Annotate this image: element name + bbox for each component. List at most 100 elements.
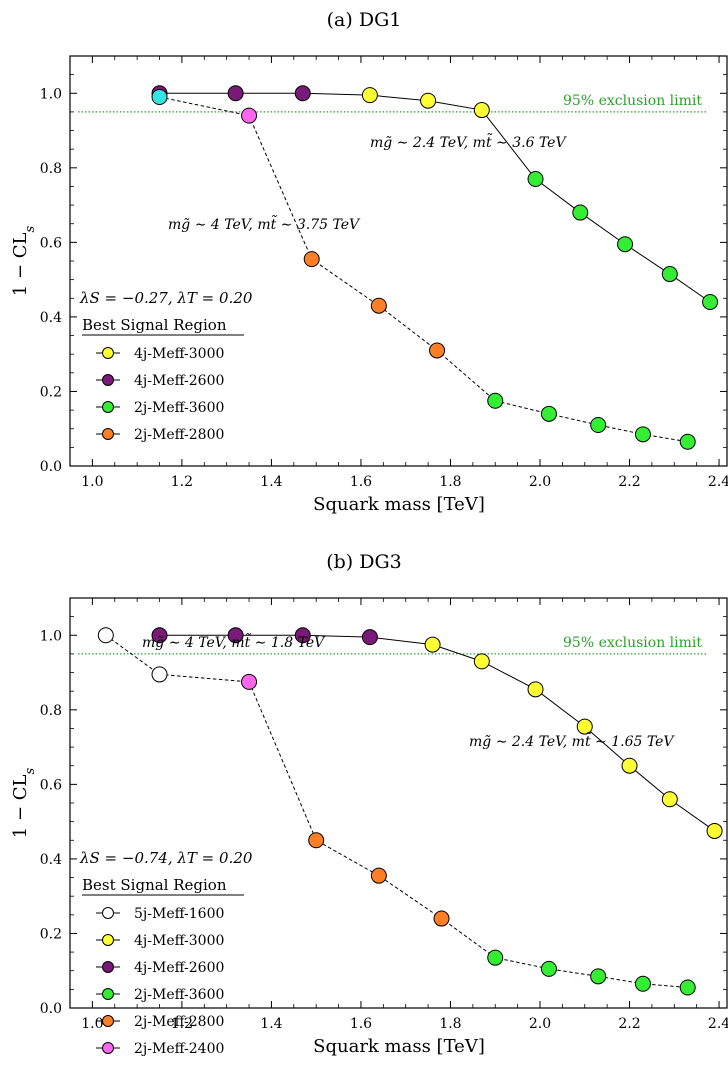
data-point	[294, 85, 311, 102]
x-tick-label: 2.0	[529, 474, 551, 490]
data-point	[661, 791, 678, 808]
data-point	[473, 653, 490, 670]
x-tick-label: 2.2	[618, 474, 640, 490]
legend-marker	[102, 1042, 114, 1054]
x-tick-label: 1.8	[439, 1016, 461, 1032]
y-tick-label: 0.2	[40, 926, 62, 942]
data-point	[706, 822, 723, 839]
model-parameters: λS = −0.74, λT = 0.20	[79, 849, 253, 867]
x-tick-label: 2.0	[529, 1016, 551, 1032]
legend-entry: 4j-Meff-2600	[134, 960, 224, 976]
legend-marker	[102, 961, 114, 973]
chart-dg3: (b) DG3 1.0 1.2 1.4 1.6 1.8 2.0 2.2 2.4 0.0 0.2 0.4…	[10, 551, 728, 1057]
data-point	[151, 666, 168, 683]
legend-entry: 2j-Meff-3600	[134, 400, 224, 416]
chart-panel-dg3: (b) DG3 1.0 1.2 1.4 1.6 1.8 2.0 2.2 2.4 0.0 0.2 0.4…	[0, 542, 728, 1083]
data-point	[527, 681, 544, 698]
legend-entry: 4j-Meff-2600	[134, 373, 224, 389]
x-tick-label: 1.0	[81, 474, 103, 490]
data-point	[294, 627, 311, 644]
series-annotation-0: mg̃ ∼ 2.4 TeV, mt̃ ∼ 3.6 TeV	[370, 132, 567, 151]
legend-entry: 2j-Meff-2400	[134, 1041, 224, 1057]
data-point	[308, 832, 325, 849]
y-tick-label: 1.0	[40, 628, 62, 644]
data-point	[361, 87, 378, 104]
legend-marker	[102, 428, 114, 440]
y-axis-label-subscript: s	[23, 225, 38, 232]
y-tick-label: 0.0	[40, 1001, 62, 1017]
legend-marker	[102, 934, 114, 946]
data-point	[473, 102, 490, 119]
data-point	[590, 968, 607, 985]
data-point	[151, 627, 168, 644]
chart-title: (b) DG3	[326, 551, 402, 573]
y-axis-label: 1 − CLs	[10, 225, 38, 296]
x-tick-label: 2.4	[708, 474, 728, 490]
axis-ticks	[69, 597, 727, 1009]
y-axis-label-subscript: s	[23, 767, 38, 774]
data-point	[487, 392, 504, 409]
legend-marker	[102, 907, 114, 919]
x-tick-label: 1.0	[81, 1016, 103, 1032]
data-point	[702, 294, 719, 310]
x-tick-label: 2.4	[708, 1016, 728, 1032]
data-point	[361, 629, 378, 646]
data-point	[241, 107, 258, 124]
exclusion-limit-label: 95% exclusion limit	[563, 93, 702, 109]
y-tick-label: 0.4	[40, 310, 62, 326]
legend-marker	[102, 374, 114, 386]
series-line-0	[159, 92, 711, 303]
series-annotation-1: mg̃ ∼ 4 TeV, mt̃ ∼ 1.8 TeV	[142, 632, 326, 651]
legend-marker	[102, 988, 114, 1000]
data-point	[303, 251, 320, 268]
y-tick-label: 0.4	[40, 852, 62, 868]
data-point	[679, 979, 696, 996]
data-point	[590, 417, 607, 433]
x-tick-label: 1.2	[171, 474, 193, 490]
data-point	[370, 297, 387, 314]
chart-panel-dg1: (a) DG1 1.0 1.2 1.4 1.6 1.8 2.0 2.2 2.4 0.0 0.2 0.4…	[0, 0, 728, 541]
data-point	[572, 204, 589, 221]
x-tick-label: 2.2	[618, 1016, 640, 1032]
data-point	[527, 171, 544, 187]
data-point	[429, 342, 446, 359]
data-point	[420, 92, 437, 109]
series-annotation-1: mg̃ ∼ 4 TeV, mt̃ ∼ 3.75 TeV	[168, 214, 361, 233]
y-axis-label-main: 1 − CL	[10, 232, 31, 296]
data-point	[540, 405, 557, 422]
legend-entry: 2j-Meff-3600	[134, 987, 224, 1003]
legend-entry: 4j-Meff-3000	[134, 933, 224, 949]
x-tick-label: 1.8	[439, 474, 461, 490]
data-point	[241, 673, 258, 690]
data-point	[370, 867, 387, 884]
y-axis-label: 1 − CLs	[10, 767, 38, 838]
data-point	[576, 718, 593, 735]
x-axis-label: Squark mass [TeV]	[313, 1036, 485, 1057]
data-point	[227, 85, 244, 102]
y-tick-label: 1.0	[40, 86, 62, 102]
series-line-1	[159, 96, 688, 443]
data-point	[634, 426, 651, 443]
model-parameters: λS = −0.27, λT = 0.20	[79, 289, 253, 307]
legend-title: Best Signal Region	[82, 876, 227, 894]
data-point	[487, 949, 504, 966]
axis-ticks	[69, 55, 727, 467]
chart-title: (a) DG1	[327, 9, 402, 31]
data-point	[540, 960, 557, 977]
y-axis-label-main: 1 − CL	[10, 774, 31, 838]
data-point	[424, 636, 441, 653]
data-point	[151, 89, 168, 105]
x-tick-label: 1.4	[260, 474, 282, 490]
data-point	[433, 910, 450, 927]
series-annotation-0: mg̃ ∼ 2.4 TeV, mt̃ ∼ 1.65 TeV	[469, 731, 675, 750]
chart-dg1: (a) DG1 1.0 1.2 1.4 1.6 1.8 2.0 2.2 2.4 0.0 0.2 0.4…	[10, 9, 728, 515]
data-point	[97, 627, 114, 644]
y-tick-label: 0.2	[40, 384, 62, 400]
legend-entry: 4j-Meff-3000	[134, 346, 224, 362]
y-tick-label: 0.8	[40, 161, 62, 177]
data-point	[227, 627, 244, 644]
data-point	[661, 266, 678, 283]
data-point	[617, 236, 634, 253]
y-tick-label: 0.0	[40, 459, 62, 475]
legend-entry: 2j-Meff-2800	[134, 1014, 224, 1030]
